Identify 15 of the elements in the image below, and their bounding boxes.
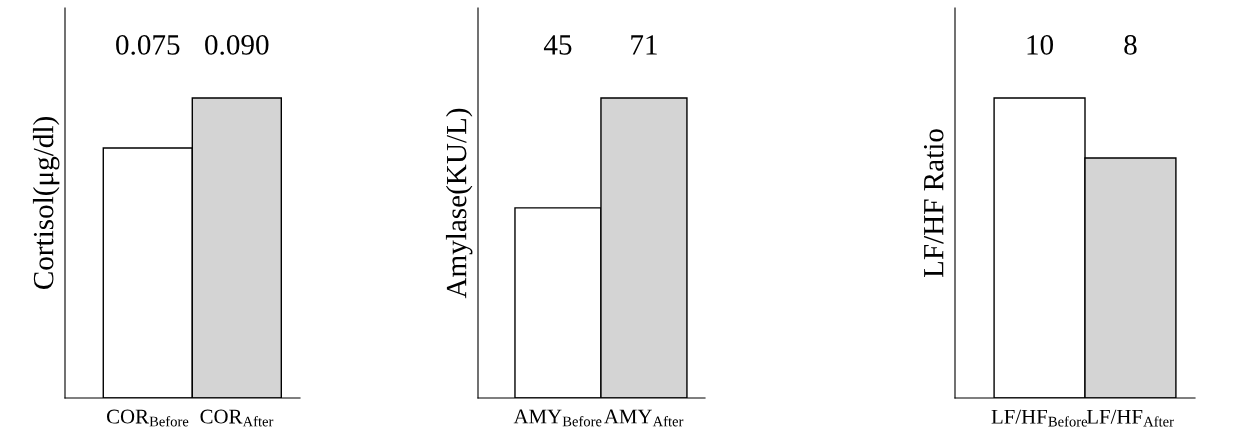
data-label: 71: [631, 35, 657, 55]
x-tick-label: COR$_{Before}$: [106, 409, 189, 427]
y-axis-title: LF/HF Ratio: [923, 129, 944, 278]
data-label: 0.090: [205, 35, 269, 55]
data-label: 45: [543, 35, 572, 55]
x-tick-label: COR$_{After}$: [200, 409, 274, 427]
data-label: 10: [1027, 35, 1054, 55]
y-axis-title: Cortisol(μg/dl): [32, 117, 60, 290]
data-label: 8: [1124, 35, 1137, 55]
y-axis-title: Amylase(KU/L): [445, 108, 473, 299]
x-tick-label: LF/HF$_{After}$: [1086, 409, 1174, 427]
x-tick-label: AMY$_{Before}$: [513, 409, 602, 427]
x-tick-label: LF/HF$_{Before}$: [991, 409, 1088, 427]
data-label: 0.075: [116, 35, 180, 55]
x-tick-label: AMY$_{After}$: [604, 409, 684, 427]
